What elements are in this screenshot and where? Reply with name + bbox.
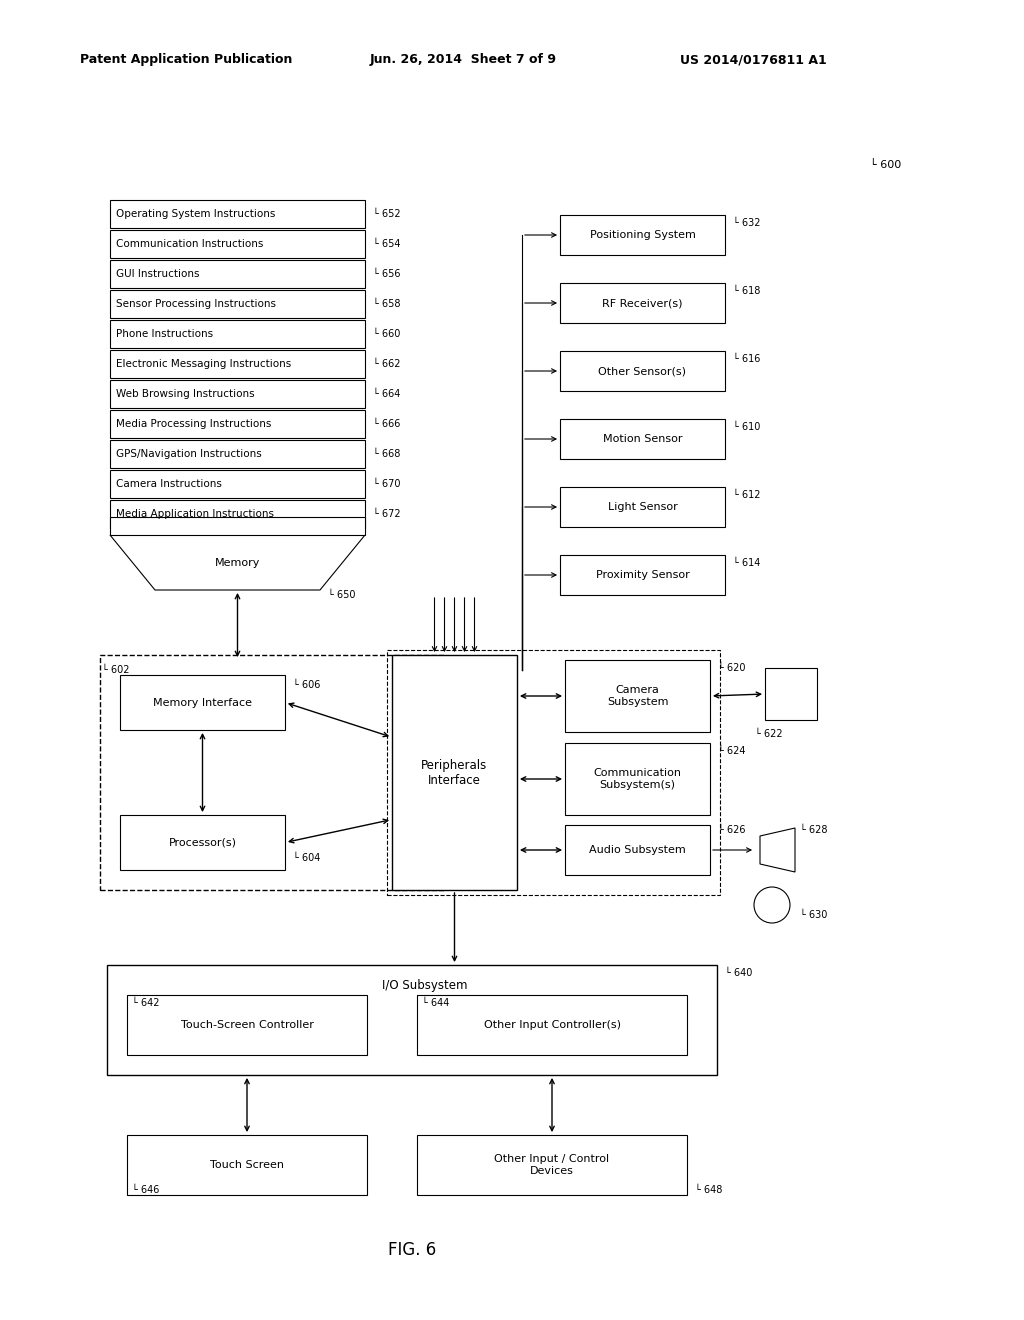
Text: Camera Instructions: Camera Instructions bbox=[116, 479, 222, 488]
Text: Memory: Memory bbox=[215, 557, 260, 568]
Bar bbox=[100, 655, 445, 890]
Text: Sensor Processing Instructions: Sensor Processing Instructions bbox=[116, 300, 276, 309]
Text: └ 658: └ 658 bbox=[373, 300, 400, 309]
Text: US 2014/0176811 A1: US 2014/0176811 A1 bbox=[680, 54, 826, 66]
Text: └ 616: └ 616 bbox=[733, 354, 761, 364]
Text: └ 604: └ 604 bbox=[293, 853, 321, 863]
Text: Operating System Instructions: Operating System Instructions bbox=[116, 209, 275, 219]
Text: Jun. 26, 2014  Sheet 7 of 9: Jun. 26, 2014 Sheet 7 of 9 bbox=[370, 54, 557, 66]
Text: Positioning System: Positioning System bbox=[590, 230, 695, 240]
Text: Other Input / Control
Devices: Other Input / Control Devices bbox=[495, 1154, 609, 1176]
Bar bbox=[560, 554, 725, 595]
Text: └ 622: └ 622 bbox=[755, 729, 782, 739]
Text: └ 606: └ 606 bbox=[293, 680, 321, 690]
Text: Other Sensor(s): Other Sensor(s) bbox=[598, 366, 686, 376]
Text: └ 656: └ 656 bbox=[373, 269, 400, 279]
Text: Memory Interface: Memory Interface bbox=[153, 697, 252, 708]
Text: Patent Application Publication: Patent Application Publication bbox=[80, 54, 293, 66]
Bar bbox=[110, 500, 365, 528]
Text: └ 654: └ 654 bbox=[373, 239, 400, 249]
Text: └ 646: └ 646 bbox=[132, 1185, 160, 1195]
Text: Light Sensor: Light Sensor bbox=[607, 502, 677, 512]
Bar bbox=[110, 380, 365, 408]
Text: Peripherals
Interface: Peripherals Interface bbox=[421, 759, 487, 787]
Text: └ 628: └ 628 bbox=[800, 825, 827, 836]
Bar bbox=[110, 411, 365, 438]
Text: └ 672: └ 672 bbox=[373, 510, 400, 519]
Bar bbox=[127, 1135, 367, 1195]
Bar bbox=[765, 668, 817, 719]
Bar bbox=[417, 1135, 687, 1195]
Bar bbox=[120, 675, 285, 730]
Text: └ 600: └ 600 bbox=[870, 160, 901, 170]
Text: Media Application Instructions: Media Application Instructions bbox=[116, 510, 274, 519]
Bar bbox=[110, 470, 365, 498]
Text: └ 664: └ 664 bbox=[373, 389, 400, 399]
Bar bbox=[127, 995, 367, 1055]
Text: └ 644: └ 644 bbox=[422, 998, 450, 1008]
Text: └ 602: └ 602 bbox=[102, 665, 129, 675]
Text: └ 642: └ 642 bbox=[132, 998, 160, 1008]
Text: Electronic Messaging Instructions: Electronic Messaging Instructions bbox=[116, 359, 291, 370]
Text: └ 614: └ 614 bbox=[733, 558, 761, 568]
Text: Web Browsing Instructions: Web Browsing Instructions bbox=[116, 389, 255, 399]
Bar bbox=[120, 814, 285, 870]
Bar bbox=[110, 201, 365, 228]
Text: └ 652: └ 652 bbox=[373, 209, 400, 219]
Bar bbox=[560, 282, 725, 323]
Text: └ 620: └ 620 bbox=[718, 663, 745, 673]
Text: RF Receiver(s): RF Receiver(s) bbox=[602, 298, 683, 308]
Bar bbox=[565, 825, 710, 875]
Text: └ 650: └ 650 bbox=[328, 590, 355, 601]
Bar bbox=[110, 440, 365, 469]
Text: └ 668: └ 668 bbox=[373, 449, 400, 459]
Text: └ 630: └ 630 bbox=[800, 909, 827, 920]
Bar bbox=[560, 215, 725, 255]
Text: └ 648: └ 648 bbox=[695, 1185, 722, 1195]
Bar bbox=[565, 743, 710, 814]
Text: Audio Subsystem: Audio Subsystem bbox=[589, 845, 686, 855]
Bar bbox=[110, 230, 365, 257]
Text: Processor(s): Processor(s) bbox=[169, 837, 237, 847]
Text: I/O Subsystem: I/O Subsystem bbox=[382, 978, 468, 991]
Text: └ 624: └ 624 bbox=[718, 746, 745, 756]
Text: Proximity Sensor: Proximity Sensor bbox=[596, 570, 689, 579]
Bar bbox=[565, 660, 710, 733]
Text: └ 612: └ 612 bbox=[733, 490, 761, 500]
Text: GPS/Navigation Instructions: GPS/Navigation Instructions bbox=[116, 449, 262, 459]
Text: Media Processing Instructions: Media Processing Instructions bbox=[116, 418, 271, 429]
Text: Touch-Screen Controller: Touch-Screen Controller bbox=[180, 1020, 313, 1030]
Bar bbox=[560, 418, 725, 459]
Text: Motion Sensor: Motion Sensor bbox=[603, 434, 682, 444]
Bar bbox=[417, 995, 687, 1055]
Text: └ 626: └ 626 bbox=[718, 825, 745, 836]
Bar bbox=[387, 649, 720, 895]
Bar bbox=[110, 260, 365, 288]
Bar bbox=[110, 517, 365, 535]
Text: └ 632: └ 632 bbox=[733, 218, 761, 228]
Bar bbox=[110, 290, 365, 318]
Text: └ 640: └ 640 bbox=[725, 968, 753, 978]
Text: Communication Instructions: Communication Instructions bbox=[116, 239, 263, 249]
Text: └ 670: └ 670 bbox=[373, 479, 400, 488]
Text: Touch Screen: Touch Screen bbox=[210, 1160, 284, 1170]
Text: Other Input Controller(s): Other Input Controller(s) bbox=[483, 1020, 621, 1030]
Text: └ 618: └ 618 bbox=[733, 286, 761, 296]
Bar bbox=[560, 487, 725, 527]
Bar bbox=[110, 319, 365, 348]
Text: Communication
Subsystem(s): Communication Subsystem(s) bbox=[594, 768, 682, 789]
Text: Camera
Subsystem: Camera Subsystem bbox=[607, 685, 669, 706]
Text: └ 666: └ 666 bbox=[373, 418, 400, 429]
Text: Phone Instructions: Phone Instructions bbox=[116, 329, 213, 339]
Text: GUI Instructions: GUI Instructions bbox=[116, 269, 200, 279]
Text: └ 662: └ 662 bbox=[373, 359, 400, 370]
Text: └ 660: └ 660 bbox=[373, 329, 400, 339]
Bar bbox=[392, 655, 517, 890]
Text: └ 610: └ 610 bbox=[733, 422, 761, 432]
Bar bbox=[106, 965, 717, 1074]
Text: FIG. 6: FIG. 6 bbox=[388, 1241, 436, 1259]
Bar bbox=[560, 351, 725, 391]
Bar bbox=[110, 350, 365, 378]
